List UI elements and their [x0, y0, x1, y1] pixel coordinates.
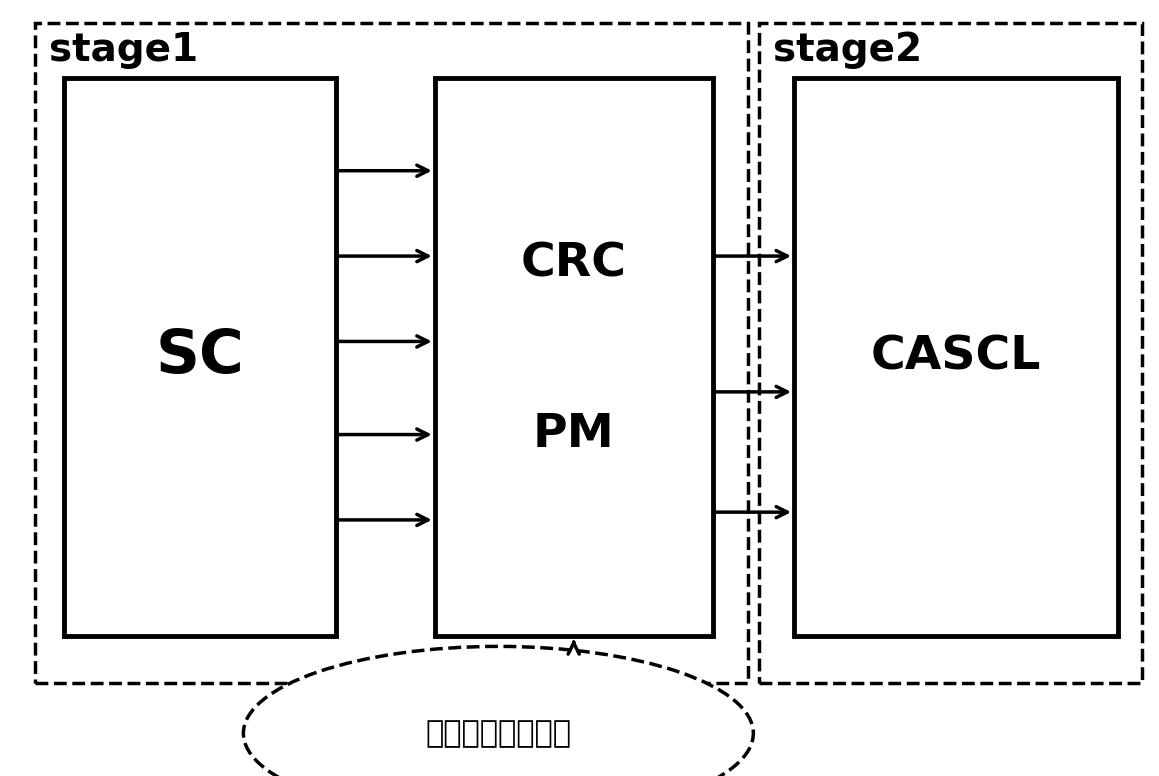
Text: CASCL: CASCL — [870, 334, 1042, 379]
Text: stage2: stage2 — [773, 31, 923, 69]
Text: PM: PM — [533, 412, 614, 457]
Text: CRC: CRC — [520, 241, 627, 286]
Text: SC: SC — [155, 327, 245, 386]
Text: 排除至少一半候选: 排除至少一半候选 — [425, 719, 571, 748]
Bar — [435, 78, 713, 636]
Bar — [794, 78, 1118, 636]
Text: stage1: stage1 — [49, 31, 198, 69]
Bar — [35, 23, 748, 683]
Bar — [64, 78, 336, 636]
Ellipse shape — [243, 646, 753, 776]
Bar — [759, 23, 1142, 683]
